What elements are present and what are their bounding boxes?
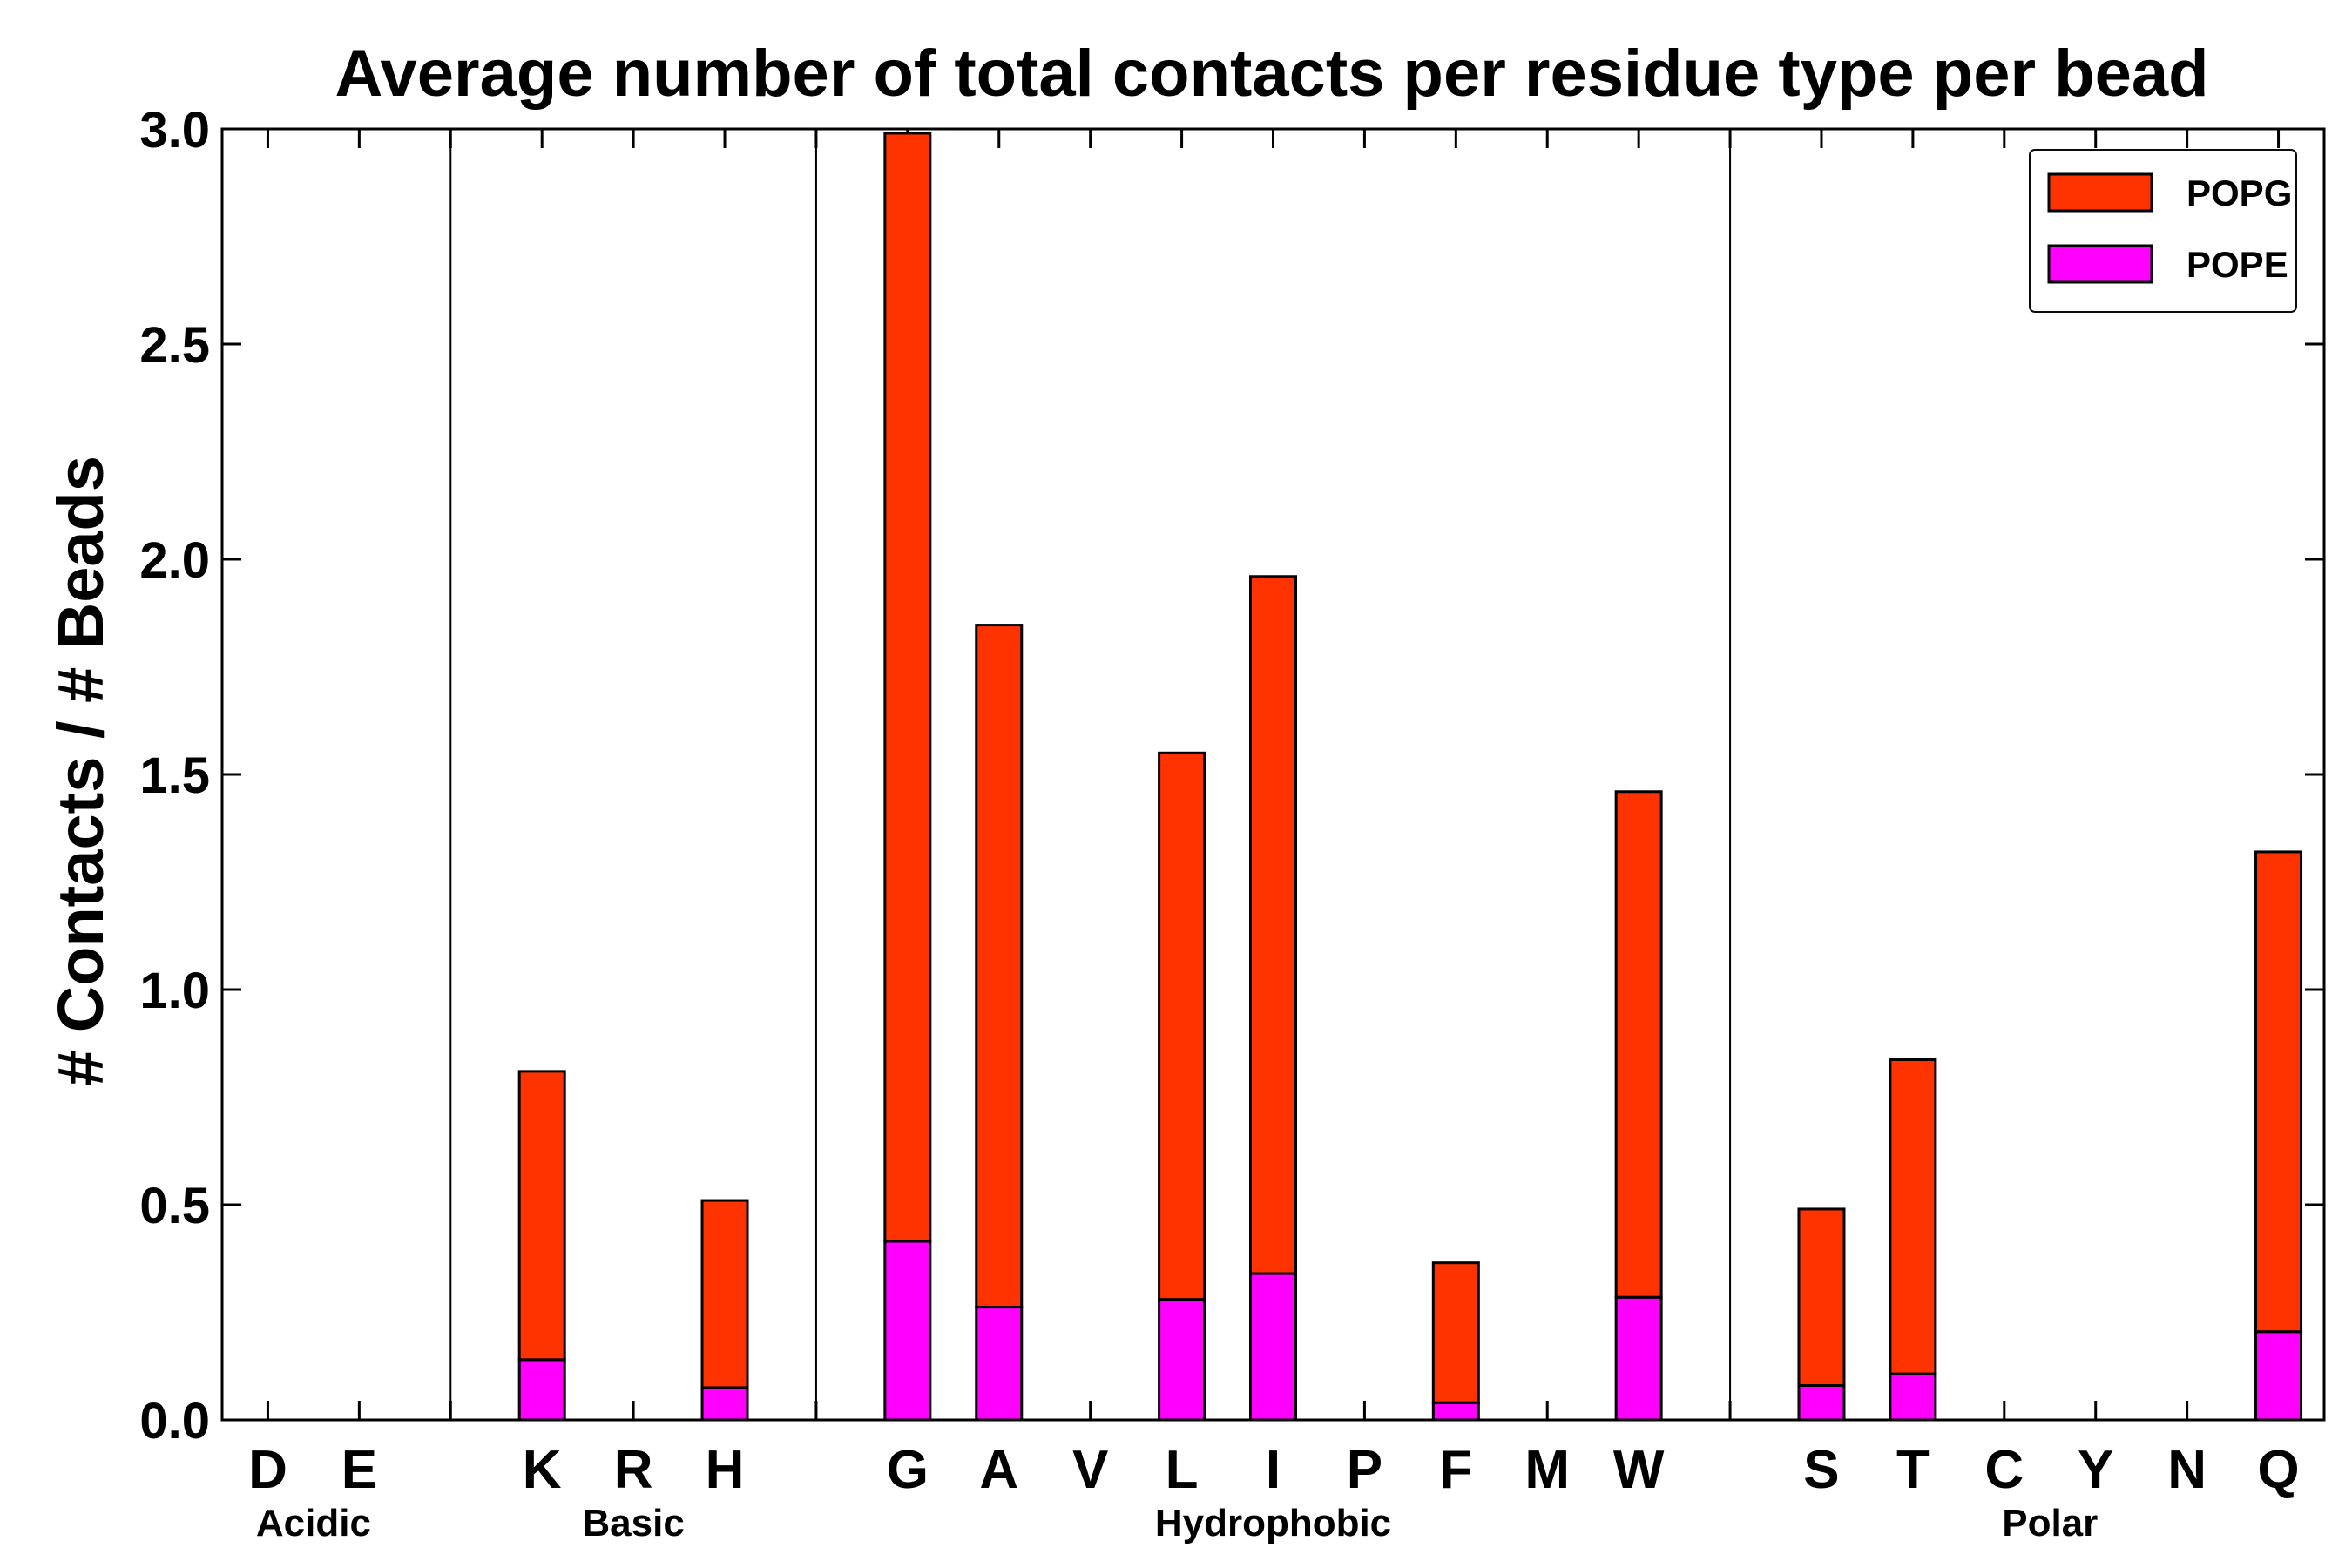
x-category-label: H — [706, 1440, 745, 1500]
bar-pope — [1431, 1401, 1480, 1422]
bar-pope — [1889, 1372, 1937, 1422]
x-category-label: F — [1439, 1440, 1472, 1500]
bar-pope — [1614, 1295, 1663, 1422]
group-label: Polar — [2002, 1502, 2098, 1544]
bar-pope — [1249, 1272, 1297, 1422]
chart-title: Average number of total contacts per res… — [335, 37, 2208, 111]
legend-swatch-popg — [2047, 172, 2153, 213]
bar-popg — [1889, 1058, 1937, 1375]
bar-popg — [700, 1199, 749, 1389]
x-category-label: N — [2167, 1440, 2207, 1500]
bar-popg — [975, 624, 1024, 1309]
x-category-label: Y — [2078, 1440, 2113, 1500]
bar-pope — [700, 1386, 749, 1422]
x-category-label: A — [979, 1440, 1018, 1500]
bar-popg — [1249, 575, 1297, 1275]
x-category-label: K — [523, 1440, 562, 1500]
group-label: Acidic — [256, 1502, 371, 1544]
bar-popg — [1797, 1207, 1846, 1387]
plot-area: 0.0 0.5 1.0 1.5 2.0 2.5 3.0 D E K R H G A V L I P F M W S T C Y N… — [139, 102, 2326, 1544]
y-tick-label: 1.5 — [139, 747, 210, 804]
bar-pope — [2254, 1330, 2303, 1422]
x-category-label: P — [1347, 1440, 1382, 1500]
bar-popg — [517, 1070, 566, 1362]
bar-pope — [1158, 1298, 1206, 1422]
x-category-label: R — [614, 1440, 653, 1500]
x-category-label: Q — [2257, 1440, 2299, 1500]
legend-label-popg: POPG — [2186, 172, 2292, 213]
y-tick-label: 1.0 — [139, 963, 210, 1019]
x-category-label: E — [341, 1440, 377, 1500]
y-tick-label: 2.0 — [139, 532, 210, 589]
group-label: Hydrophobic — [1155, 1502, 1391, 1544]
x-category-label: S — [1803, 1440, 1839, 1500]
bar-popg — [1431, 1261, 1480, 1404]
bar-popg — [883, 132, 932, 1243]
x-category-label: C — [1984, 1440, 2024, 1500]
x-category-label: D — [248, 1440, 287, 1500]
bar-pope — [883, 1240, 932, 1422]
bar-popg — [2254, 850, 2303, 1334]
y-tick-label: 2.5 — [139, 317, 210, 374]
x-category-label: T — [1896, 1440, 1930, 1500]
bar-pope — [1797, 1383, 1846, 1422]
x-category-label: G — [887, 1440, 929, 1500]
bar-pope — [517, 1358, 566, 1422]
x-category-label: V — [1072, 1440, 1108, 1500]
y-tick-label: 3.0 — [139, 102, 210, 159]
legend-label-pope: POPE — [2186, 244, 2288, 285]
y-tick-label: 0.5 — [139, 1178, 210, 1234]
group-label: Basic — [582, 1502, 684, 1544]
x-category-label: I — [1266, 1440, 1281, 1500]
legend-swatch-pope — [2047, 244, 2153, 284]
x-category-label: L — [1166, 1440, 1199, 1500]
y-tick-label: 0.0 — [139, 1393, 210, 1450]
legend: POPG POPE — [2029, 149, 2297, 313]
y-axis-label: # Contacts / # Beads — [44, 456, 117, 1086]
bar-popg — [1614, 790, 1663, 1299]
x-category-label: W — [1613, 1440, 1665, 1500]
bar-pope — [975, 1306, 1024, 1422]
bar-popg — [1158, 751, 1206, 1301]
x-category-label: M — [1524, 1440, 1570, 1500]
